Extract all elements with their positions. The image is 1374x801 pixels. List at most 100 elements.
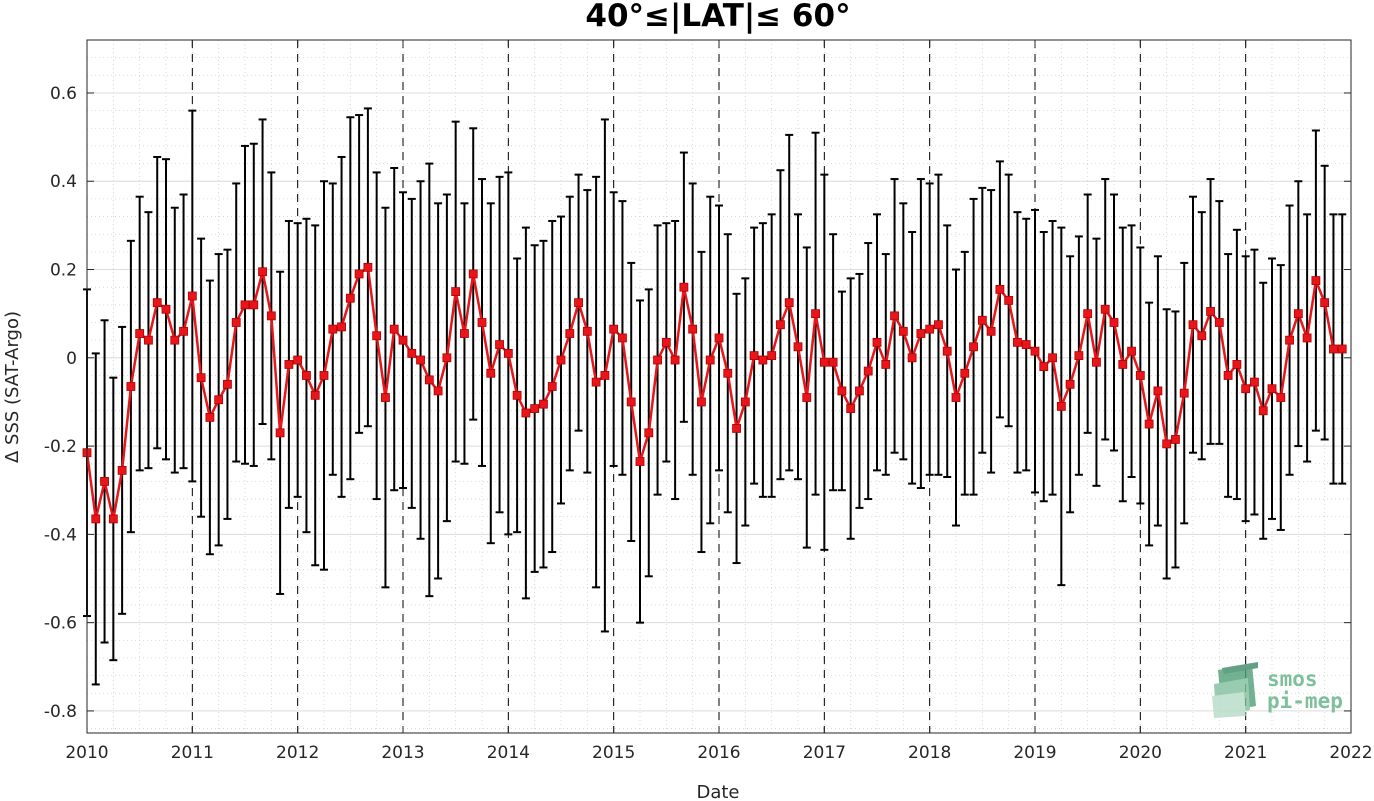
data-point [442, 353, 452, 363]
x-axis-label: Date [696, 782, 739, 801]
data-point [714, 333, 724, 343]
data-point [1056, 401, 1066, 411]
data-point [1100, 304, 1110, 314]
logo-mark-icon [1212, 662, 1258, 718]
data-point [1171, 435, 1180, 444]
data-point [468, 269, 478, 279]
data-point [1162, 439, 1172, 449]
data-point [530, 404, 540, 413]
data-point [363, 262, 373, 272]
data-point [942, 346, 952, 356]
data-point [345, 293, 355, 303]
data-point [898, 326, 908, 336]
x-tick-label: 2012 [276, 743, 319, 763]
y-axis-ticks: -0.8 -0.6 -0.4 -0.2 0 0.2 0.4 0.6 [44, 84, 1351, 722]
data-point [302, 371, 311, 380]
data-point [802, 393, 812, 402]
data-point [240, 300, 250, 310]
data-point [732, 424, 741, 433]
data-point [776, 320, 785, 330]
data-point [1320, 298, 1330, 308]
data-point [477, 318, 487, 327]
data-point [1127, 346, 1136, 356]
data-point [784, 298, 794, 308]
data-point [354, 269, 364, 279]
logo-line2: pi-mep [1267, 689, 1343, 713]
data-point [108, 514, 118, 524]
data-point [1276, 393, 1286, 402]
data-point [697, 397, 706, 407]
data-point [1223, 371, 1233, 380]
data-point [214, 395, 224, 405]
smos-pimep-logo: smos pi-mep [1212, 662, 1343, 718]
data-point [1118, 360, 1128, 369]
data-point [635, 457, 645, 466]
data-point [1302, 333, 1312, 343]
data-point [258, 267, 267, 277]
x-tick-label: 2017 [803, 743, 846, 763]
data-point [1021, 340, 1031, 349]
data-point [319, 371, 329, 380]
data-point [916, 329, 926, 338]
data-point [460, 329, 469, 338]
data-point [1039, 362, 1049, 372]
data-point [855, 386, 864, 396]
data-point [161, 304, 171, 314]
data-point [925, 324, 935, 334]
y-tick-label: -0.4 [44, 525, 77, 545]
data-point [223, 379, 232, 389]
data-point [196, 373, 206, 383]
data-point [1232, 360, 1242, 369]
x-tick-label: 2018 [908, 743, 951, 763]
data-point [152, 298, 162, 308]
series-markers [82, 262, 1347, 524]
data-point [1074, 351, 1084, 361]
data-point [565, 329, 575, 338]
y-tick-label: -0.8 [44, 702, 77, 722]
data-point [600, 371, 610, 380]
data-point [846, 404, 856, 413]
x-tick-label: 2015 [592, 743, 635, 763]
data-point [451, 287, 461, 296]
x-axis-ticks: 2010 2011 2012 2013 2014 2015 2016 2017 2018 2019… [65, 40, 1373, 763]
data-point [187, 291, 197, 301]
data-point [1004, 296, 1014, 305]
data-point [1048, 353, 1057, 363]
data-point [969, 342, 978, 352]
data-point [951, 393, 961, 402]
data-point [117, 465, 127, 475]
data-point [556, 355, 566, 365]
data-point [705, 355, 715, 365]
x-tick-label: 2019 [1013, 743, 1056, 763]
data-point [1285, 335, 1294, 345]
y-tick-label: 0.4 [50, 172, 77, 192]
data-point [1013, 337, 1022, 347]
x-tick-label: 2020 [1119, 743, 1162, 763]
data-point [679, 282, 689, 292]
data-point [416, 355, 425, 365]
data-point [960, 368, 970, 378]
data-point [1109, 318, 1119, 327]
data-point [1065, 379, 1075, 389]
data-point [179, 326, 188, 336]
data-point [486, 368, 496, 378]
data-point [170, 335, 180, 345]
data-point [231, 318, 241, 327]
data-point [293, 355, 303, 365]
x-tick-label: 2014 [487, 743, 530, 763]
data-point [100, 477, 109, 486]
x-tick-label: 2021 [1224, 743, 1267, 763]
data-point [144, 335, 153, 345]
data-point [1267, 384, 1277, 394]
data-point [503, 348, 513, 358]
data-point [670, 355, 680, 365]
data-point [986, 326, 996, 336]
data-point [1135, 371, 1145, 380]
data-point [1214, 318, 1224, 327]
x-tick-label: 2016 [697, 743, 740, 763]
data-point [1188, 320, 1198, 330]
data-point [389, 324, 399, 334]
data-point [653, 355, 662, 365]
data-point [907, 353, 917, 363]
